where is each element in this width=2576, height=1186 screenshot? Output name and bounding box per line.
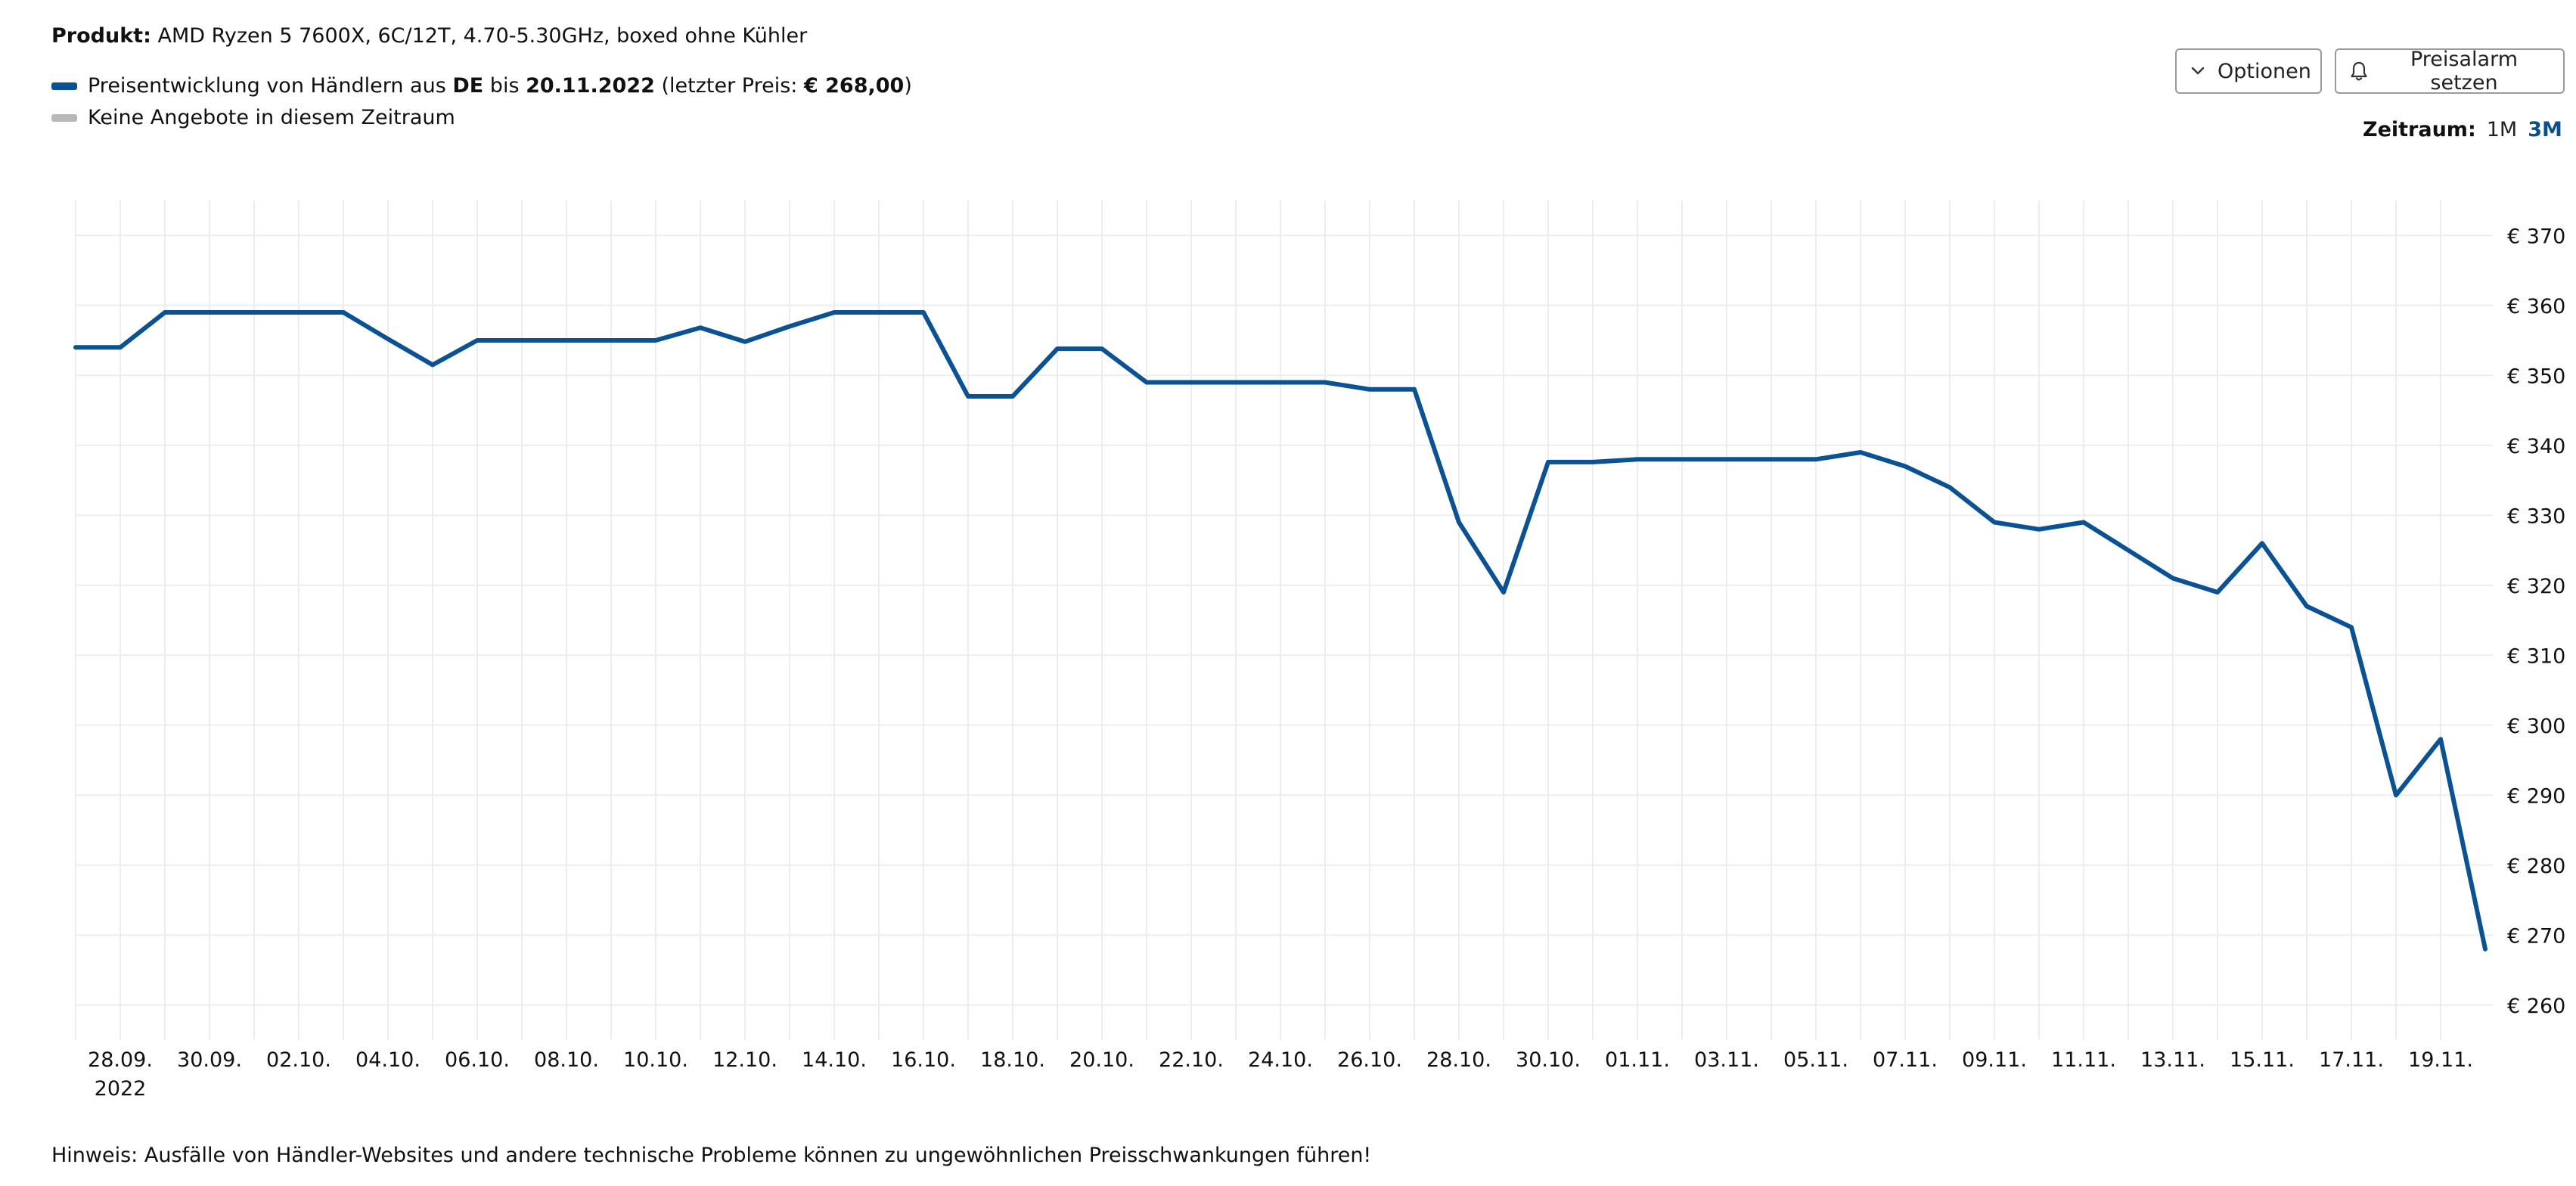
x-tick-label: 15.11. [2230, 1048, 2295, 1072]
x-tick-label: 08.10. [534, 1048, 599, 1072]
x-year-label: 2022 [95, 1077, 147, 1101]
legend-swatch-no-offers [51, 113, 77, 122]
y-tick-label: € 290 [2507, 784, 2565, 808]
x-tick-label: 26.10. [1337, 1048, 1402, 1072]
y-tick-label: € 340 [2507, 435, 2565, 458]
x-tick-label: 10.10. [623, 1048, 688, 1072]
timeframe-3m[interactable]: 3M [2528, 118, 2562, 141]
y-tick-label: € 300 [2507, 715, 2565, 738]
legend-last-price: € 268,00 [803, 74, 905, 98]
legend-text-close: ) [904, 74, 912, 98]
x-tick-label: 07.11. [1873, 1048, 1938, 1072]
x-tick-label: 28.10. [1426, 1048, 1491, 1072]
x-tick-label: 11.11. [2051, 1048, 2116, 1072]
x-tick-label: 17.11. [2319, 1048, 2384, 1072]
legend-entry-no-offers: Keine Angebote in diesem Zeitraum [51, 106, 455, 129]
y-tick-label: € 260 [2507, 995, 2565, 1018]
x-tick-label: 30.09. [177, 1048, 242, 1072]
x-tick-label: 30.10. [1516, 1048, 1581, 1072]
legend-text-open: (letzter Preis: [654, 74, 804, 98]
y-tick-label: € 270 [2507, 924, 2565, 948]
product-line: Produkt: AMD Ryzen 5 7600X, 6C/12T, 4.70… [51, 24, 807, 48]
x-tick-label: 22.10. [1159, 1048, 1224, 1072]
legend-text-price: Preisentwicklung von Händlern aus DE bis… [88, 74, 912, 98]
options-button[interactable]: Optionen [2175, 48, 2322, 94]
x-tick-label: 14.10. [802, 1048, 867, 1072]
y-tick-label: € 310 [2507, 644, 2565, 668]
chevron-down-icon [2190, 66, 2205, 76]
x-tick-label: 06.10. [445, 1048, 510, 1072]
x-tick-label: 20.10. [1069, 1048, 1134, 1072]
y-tick-label: € 280 [2507, 855, 2565, 878]
legend-text-no-offers: Keine Angebote in diesem Zeitraum [88, 106, 455, 129]
legend-text-mid: bis [483, 74, 526, 98]
y-tick-label: € 350 [2507, 365, 2565, 388]
x-tick-label: 03.11. [1694, 1048, 1759, 1072]
x-tick-label: 18.10. [980, 1048, 1045, 1072]
x-tick-label: 13.11. [2140, 1048, 2205, 1072]
price-series-line [73, 310, 2488, 952]
x-tick-label: 01.11. [1605, 1048, 1670, 1072]
x-tick-label: 19.11. [2408, 1048, 2473, 1072]
timeframe-label: Zeitraum: [2363, 118, 2476, 141]
timeframe-selector: Zeitraum: 1M 3M [2363, 118, 2562, 141]
x-tick-label: 02.10. [266, 1048, 331, 1072]
price-chart: € 260 € 270 € 280 € 290 € 300 € 310 € 320 € 330… [73, 200, 2565, 1101]
x-tick-label: 05.11. [1783, 1048, 1848, 1072]
y-tick-label: € 330 [2507, 505, 2565, 528]
legend-date: 20.11.2022 [526, 74, 655, 98]
y-tick-label: € 360 [2507, 295, 2565, 318]
x-tick-label: 16.10. [891, 1048, 956, 1072]
y-tick-label: € 320 [2507, 575, 2565, 598]
product-label: Produkt: [51, 24, 151, 48]
product-name: AMD Ryzen 5 7600X, 6C/12T, 4.70-5.30GHz,… [157, 24, 808, 48]
bell-icon [2350, 61, 2368, 82]
legend-country: DE [452, 74, 484, 98]
legend-text-pre: Preisentwicklung von Händlern aus [88, 74, 453, 98]
price-alarm-label: Preisalarm setzen [2410, 48, 2518, 95]
y-tick-label: € 370 [2507, 225, 2565, 248]
x-tick-label: 04.10. [355, 1048, 421, 1072]
x-tick-label: 24.10. [1248, 1048, 1313, 1072]
options-label: Optionen [2218, 59, 2311, 83]
x-tick-label: 09.11. [1962, 1048, 2027, 1072]
x-tick-label: 12.10. [712, 1048, 777, 1072]
price-alarm-button[interactable]: Preisalarm setzen [2335, 48, 2565, 95]
footer-note: Hinweis: Ausfälle von Händler-Websites u… [51, 1144, 1372, 1167]
legend-entry-price: Preisentwicklung von Händlern aus DE bis… [51, 74, 912, 98]
legend-swatch-price [51, 82, 77, 90]
timeframe-1m[interactable]: 1M [2486, 118, 2518, 141]
x-tick-label: 28.09. [88, 1048, 153, 1072]
